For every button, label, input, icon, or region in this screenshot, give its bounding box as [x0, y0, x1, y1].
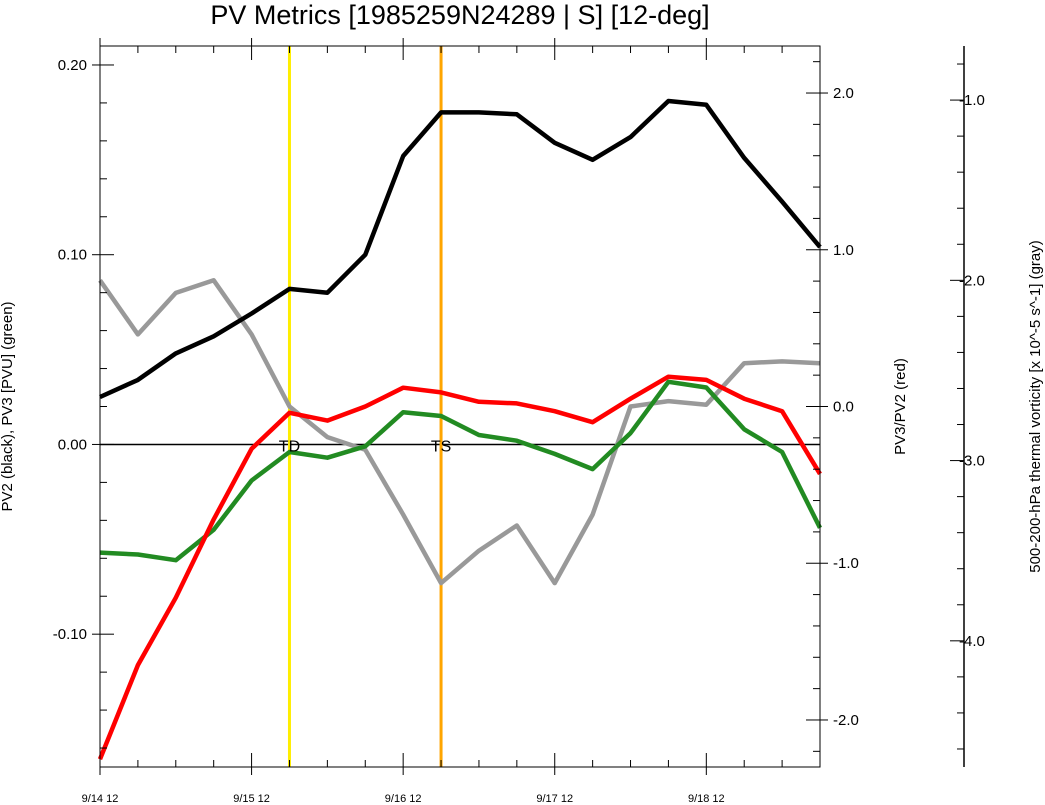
- far-right-tick-label: -4.0: [959, 633, 985, 650]
- event-label-td: TD: [279, 438, 300, 455]
- left-axis-title: PV2 (black), PV3 [PVU] (green): [0, 301, 16, 511]
- series-line-pv2: [99, 98, 822, 400]
- x-tick-label: 9/16 12: [385, 793, 422, 805]
- right-axis-title: PV3/PV2 (red): [892, 358, 909, 455]
- plot-frame: [99, 45, 821, 768]
- axes: 0.20 0.10 0.00 -0.10 2.0 1.0 0.0 -1.0 -2.0 -1.0 -2…: [0, 38, 1044, 805]
- right-tick-label: -1.0: [833, 555, 859, 572]
- left-tick-label: 0.10: [58, 247, 87, 264]
- far-right-tick-label: -1.0: [959, 92, 985, 109]
- left-tick-label: 0.20: [58, 57, 87, 74]
- right-tick-label: 0.0: [833, 399, 854, 416]
- series-line-thermal-vorticity: [98, 278, 821, 586]
- x-tick-label: 9/18 12: [688, 793, 725, 805]
- plot-area: TD TS: [97, 46, 823, 767]
- series-line-pv3: [99, 379, 823, 563]
- far-right-axis-title: 500-200-hPa thermal vorticity [x 10^-5 s…: [1027, 240, 1044, 573]
- chart-title: PV Metrics [1985259N24289 | S] [12-deg]: [210, 0, 709, 30]
- series-line-pv3-pv2: [97, 374, 822, 761]
- far-right-tick-label: -3.0: [959, 453, 985, 470]
- left-tick-label: -0.10: [53, 626, 87, 643]
- left-tick-label: 0.00: [58, 436, 87, 453]
- x-tick-label: 9/15 12: [233, 793, 270, 805]
- x-tick-label: 9/17 12: [536, 793, 573, 805]
- right-tick-label: 1.0: [833, 242, 854, 259]
- far-right-tick-label: -2.0: [959, 272, 985, 289]
- right-tick-label: -2.0: [833, 712, 859, 729]
- event-label-ts: TS: [431, 438, 451, 455]
- right-tick-label: 2.0: [833, 85, 854, 102]
- x-tick-label: 9/14 12: [82, 793, 119, 805]
